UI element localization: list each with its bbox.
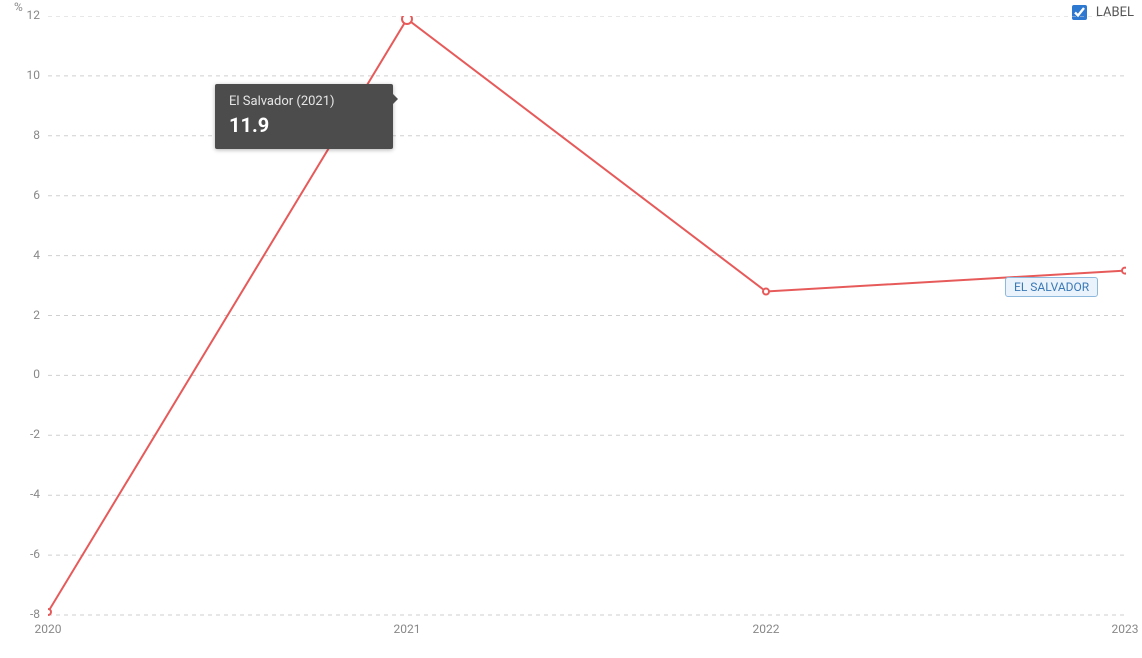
y-tick: 8	[8, 128, 40, 142]
series-badge[interactable]: EL SALVADOR	[1005, 277, 1098, 297]
x-tick: 2021	[394, 622, 421, 636]
tooltip: El Salvador (2021) 11.9	[215, 84, 393, 149]
y-tick: -4	[8, 487, 40, 501]
y-tick: 0	[8, 367, 40, 381]
y-tick: -8	[8, 607, 40, 621]
data-point[interactable]	[1122, 268, 1126, 274]
data-point[interactable]	[48, 609, 51, 615]
y-tick: -6	[8, 547, 40, 561]
x-tick: 2023	[1112, 622, 1139, 636]
line-chart: % LABEL 121086420-2-4-6-8 20202021202220…	[0, 0, 1142, 658]
y-tick: 10	[8, 68, 40, 82]
x-tick: 2022	[753, 622, 780, 636]
y-tick: 4	[8, 248, 40, 262]
x-tick: 2020	[35, 622, 62, 636]
y-tick: 6	[8, 188, 40, 202]
tooltip-title: El Salvador (2021)	[229, 94, 379, 109]
y-tick: 2	[8, 308, 40, 322]
y-tick: -2	[8, 427, 40, 441]
tooltip-value: 11.9	[229, 113, 379, 137]
y-tick: 12	[8, 8, 40, 22]
plot-area	[48, 16, 1126, 616]
data-point[interactable]	[763, 289, 769, 295]
data-point[interactable]	[402, 16, 412, 24]
